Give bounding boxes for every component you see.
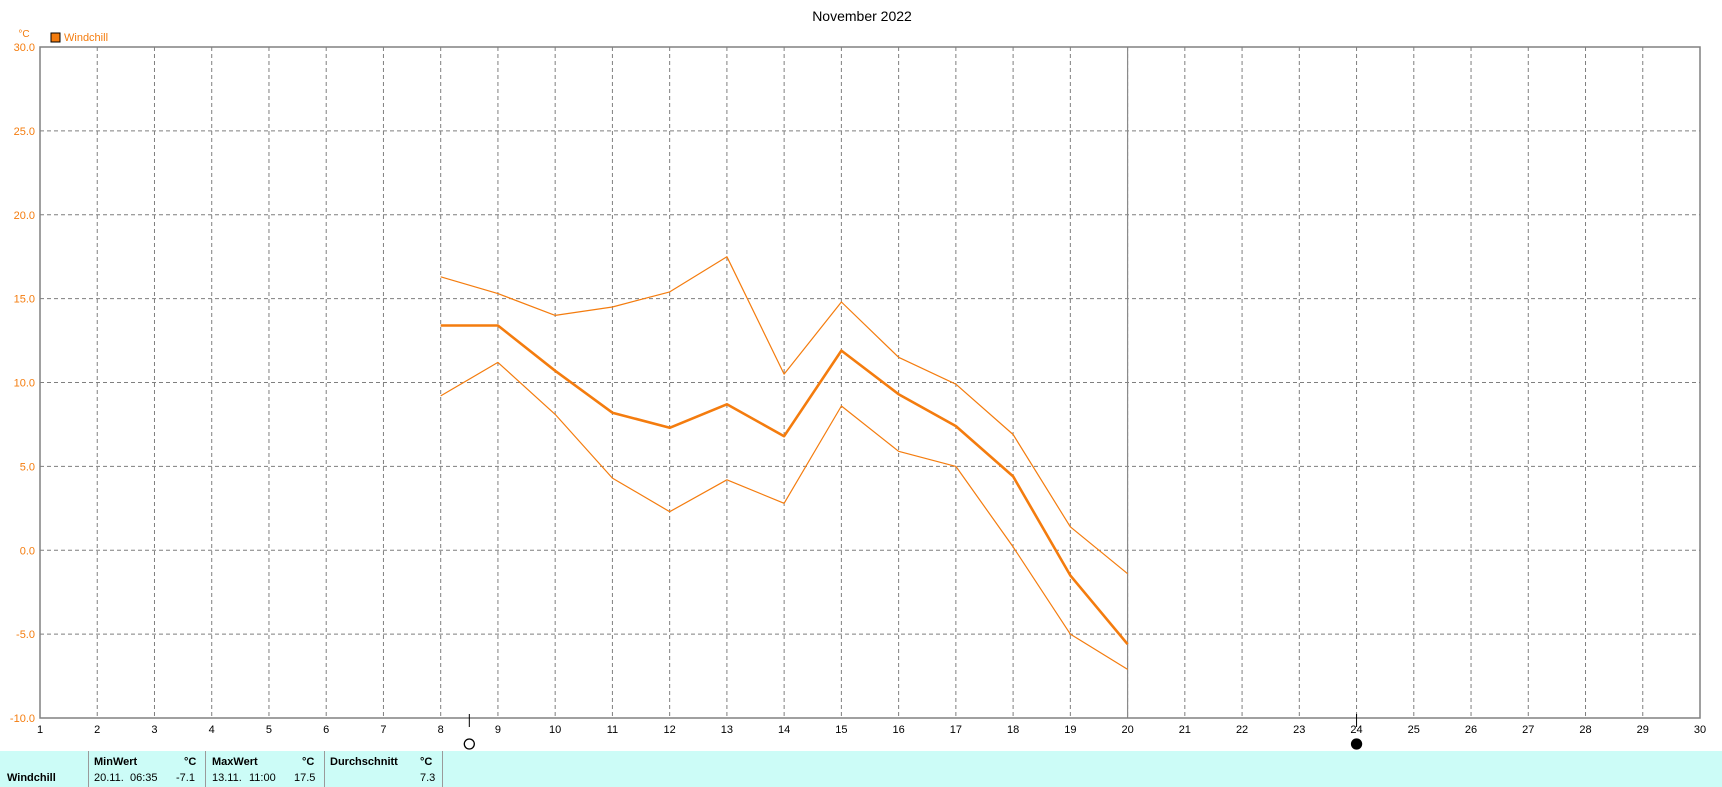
series-lines <box>440 256 1129 670</box>
legend-swatch <box>50 32 61 43</box>
new-moon-icon <box>1350 738 1363 750</box>
y-tick-labels: -10.0 -5.0 0.0 5.0 10.0 15.0 20.0 25.0 30.0 <box>10 42 35 725</box>
grid <box>40 47 1700 718</box>
y-tick-label: -10.0 <box>10 713 35 725</box>
x-tick-labels: 1 2 3 4 5 6 7 8 9 10 11 12 13 14 15 16 17 18 19 20 21 22 23 24 2… <box>37 724 1706 736</box>
summary-divider <box>442 751 443 787</box>
min-unit: °C <box>184 756 197 768</box>
x-tick-label: 13 <box>721 724 733 736</box>
x-tick-label: 28 <box>1579 724 1591 736</box>
series-line-min <box>440 361 1128 670</box>
y-tick-label: 15.0 <box>14 294 35 306</box>
summary-divider <box>324 751 325 787</box>
x-tick-label: 23 <box>1293 724 1305 736</box>
y-tick-label: 25.0 <box>14 126 35 138</box>
min-value: -7.1 <box>176 772 195 784</box>
x-tick-label: 20 <box>1121 724 1133 736</box>
summary-divider <box>88 751 89 787</box>
max-time: 11:00 <box>249 772 276 784</box>
x-tick-label: 30 <box>1694 724 1706 736</box>
x-tick-label: 17 <box>950 724 962 736</box>
y-tick-label: 5.0 <box>20 461 35 473</box>
series-line-avg <box>440 324 1129 646</box>
x-tick-label: 24 <box>1350 724 1362 736</box>
x-tick-label: 29 <box>1637 724 1649 736</box>
x-tick-label: 4 <box>209 724 215 736</box>
x-tick-label: 5 <box>266 724 272 736</box>
legend-label: Windchill <box>64 32 108 44</box>
series-line-max <box>440 256 1128 575</box>
min-date: 20.11. <box>94 772 124 784</box>
x-tick-label: 1 <box>37 724 43 736</box>
summary-bar: Windchill MinWert °C 20.11. 06:35 -7.1 M… <box>0 751 1722 787</box>
y-axis-unit: °C <box>18 29 29 40</box>
x-tick-label: 3 <box>151 724 157 736</box>
y-tick-label: 0.0 <box>20 545 35 557</box>
max-unit: °C <box>302 756 315 768</box>
avg-header: Durchschnitt <box>330 756 398 768</box>
x-tick-label: 9 <box>495 724 501 736</box>
plot-frame <box>39 46 1701 719</box>
max-date: 13.11. <box>212 772 242 784</box>
x-tick-label: 14 <box>778 724 790 736</box>
x-tick-label: 19 <box>1064 724 1076 736</box>
avg-unit: °C <box>420 756 433 768</box>
summary-divider <box>205 751 206 787</box>
x-tick-label: 21 <box>1179 724 1191 736</box>
y-tick-label: -5.0 <box>16 629 35 641</box>
min-time: 06:35 <box>130 772 158 784</box>
x-tick-label: 16 <box>892 724 904 736</box>
x-tick-label: 26 <box>1465 724 1477 736</box>
x-tick-label: 27 <box>1522 724 1534 736</box>
moon-phase-markers <box>463 714 1363 750</box>
avg-value: 7.3 <box>420 772 436 784</box>
summary-label: Windchill <box>7 772 56 784</box>
x-tick-label: 12 <box>664 724 676 736</box>
min-header: MinWert <box>94 756 138 768</box>
x-tick-label: 10 <box>549 724 561 736</box>
x-tick-label: 2 <box>94 724 100 736</box>
x-tick-label: 25 <box>1408 724 1420 736</box>
x-tick-label: 15 <box>835 724 847 736</box>
x-tick-label: 8 <box>438 724 444 736</box>
chart-title: November 2022 <box>812 8 912 24</box>
y-tick-label: 10.0 <box>14 378 35 390</box>
x-tick-label: 18 <box>1007 724 1019 736</box>
full-moon-icon <box>463 738 475 750</box>
x-tick-label: 22 <box>1236 724 1248 736</box>
y-tick-label: 20.0 <box>14 210 35 222</box>
max-value: 17.5 <box>294 772 316 784</box>
x-tick-label: 11 <box>607 724 618 736</box>
y-tick-label: 30.0 <box>14 42 35 54</box>
x-tick-label: 7 <box>380 724 386 736</box>
x-tick-label: 6 <box>323 724 329 736</box>
max-header: MaxWert <box>212 756 258 768</box>
windchill-chart: November 2022 °C Windchill -10.0 -5.0 0.0 5… <box>10 8 1706 750</box>
